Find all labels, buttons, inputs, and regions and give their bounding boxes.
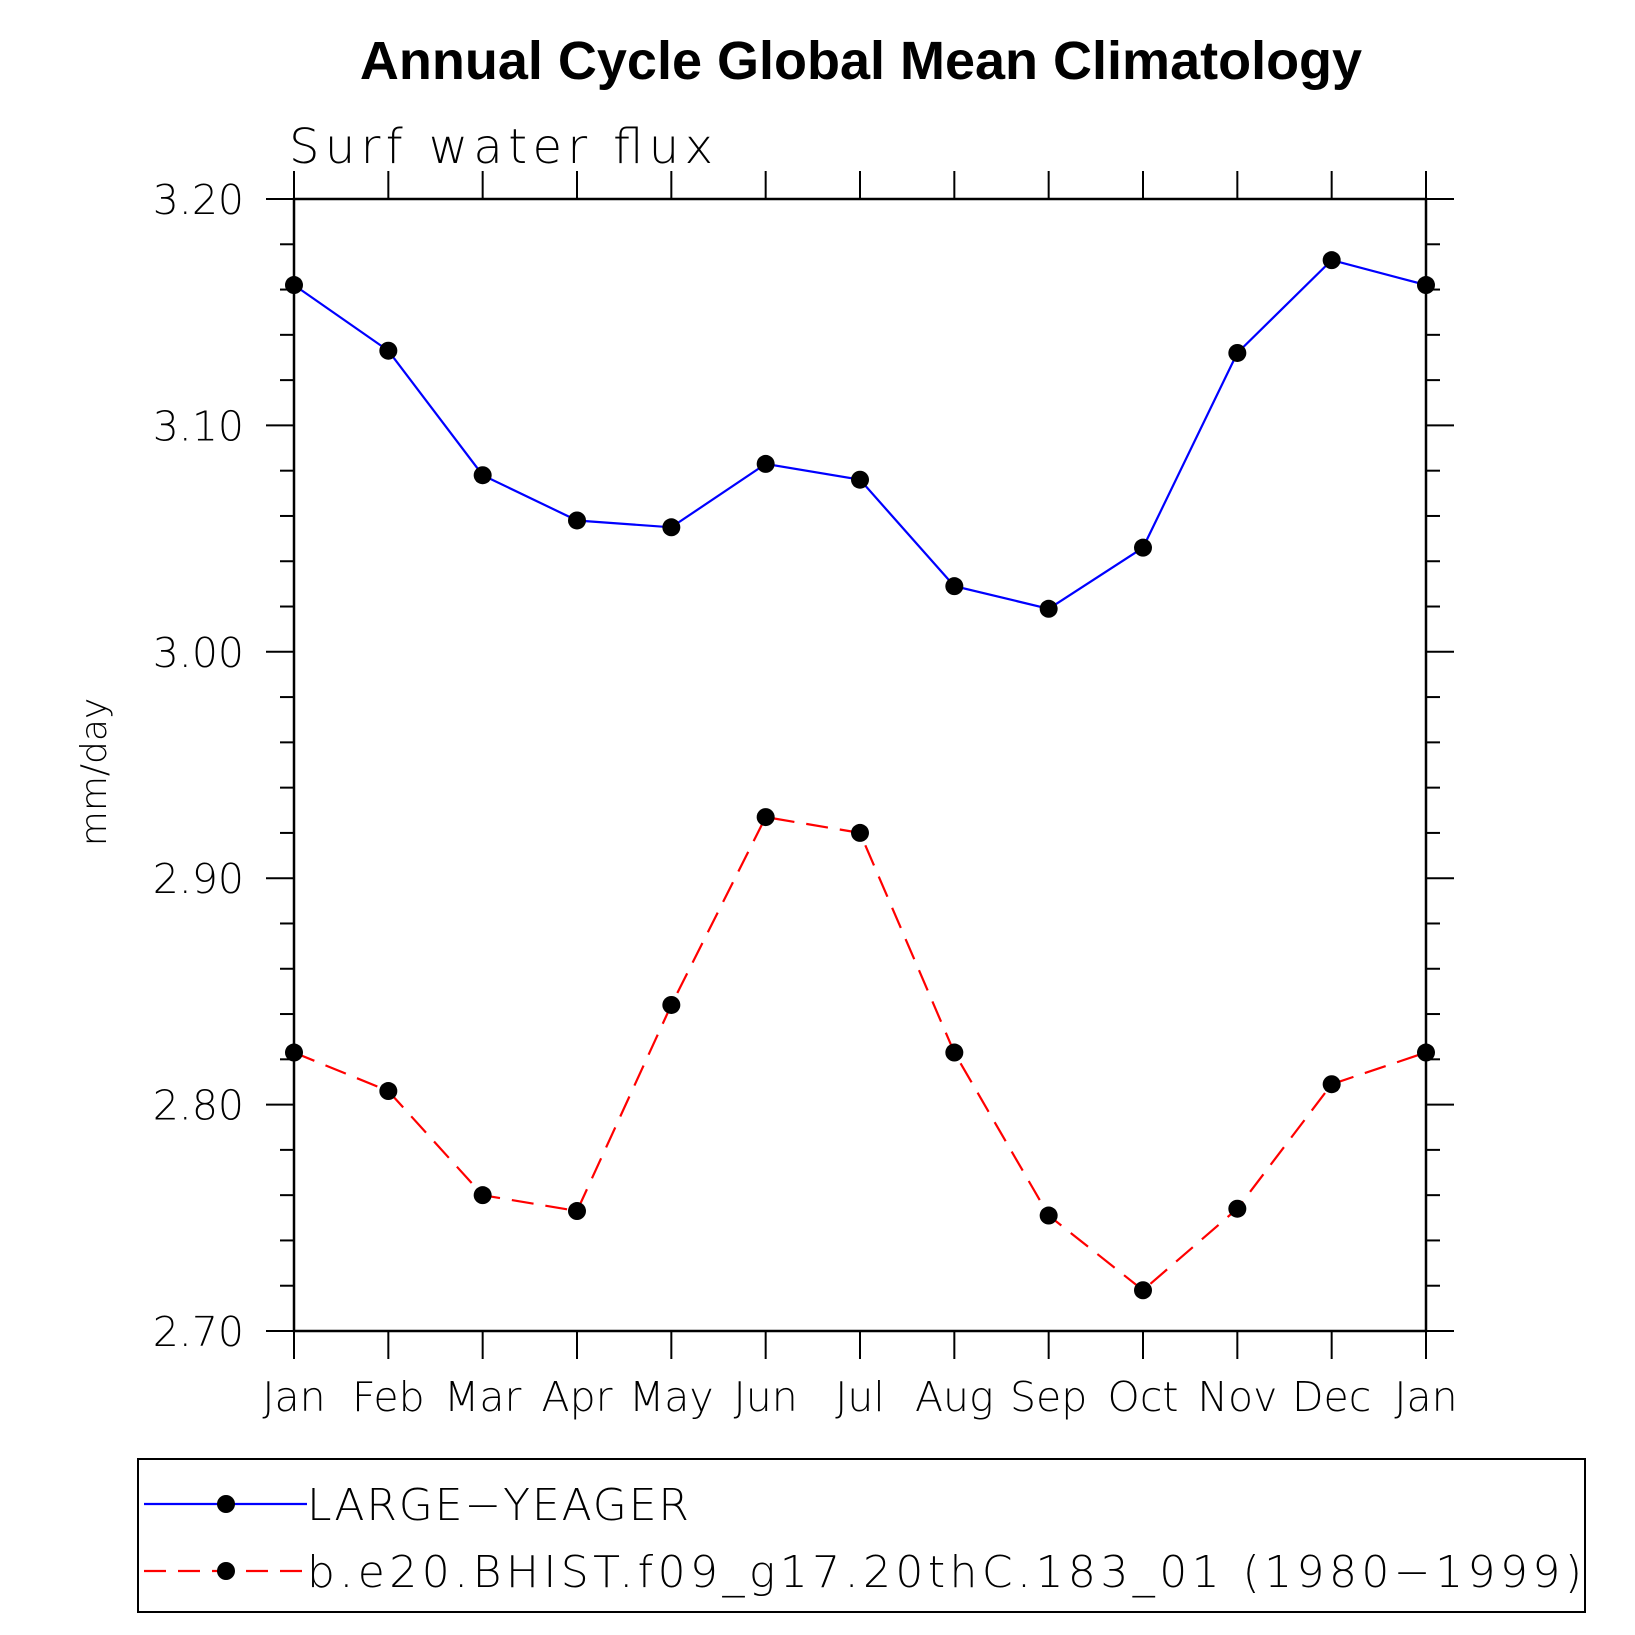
x-tick-label: May <box>629 1373 714 1421</box>
x-tick-label: Jul <box>835 1373 884 1421</box>
x-tick-label: Aug <box>915 1373 994 1421</box>
legend-swatch-marker <box>217 1562 235 1580</box>
series-line-1 <box>293 815 1427 1292</box>
x-tick-labels: Jan Feb Mar Apr May Jun Jul Aug Sep Oct Nov Dec Jan <box>262 1373 1457 1421</box>
data-point <box>1134 538 1152 557</box>
data-point <box>945 1043 964 1062</box>
y-tick-label: 3.00 <box>153 629 244 677</box>
data-point <box>285 1043 303 1062</box>
x-tick-label: Feb <box>352 1373 425 1421</box>
data-point <box>568 1202 586 1221</box>
y-tick-labels: 2.70 2.80 2.90 3.00 3.10 3.20 <box>153 176 244 1356</box>
legend-swatch-marker <box>217 1495 235 1513</box>
data-point <box>756 808 775 827</box>
series-layer <box>285 251 1435 1300</box>
data-point <box>756 454 775 473</box>
data-point <box>473 1186 492 1205</box>
data-point <box>1322 251 1341 270</box>
data-point <box>662 995 681 1014</box>
x-tick-label: Dec <box>1292 1373 1371 1421</box>
plot-frame <box>266 171 1454 1359</box>
y-tick-label: 2.70 <box>153 1308 244 1356</box>
data-point <box>945 577 964 596</box>
chart-title: Annual Cycle Global Mean Climatology <box>360 31 1362 91</box>
legend-label: b.e20.BHIST.f09_g17.20thC.183_01 (1980−1… <box>307 1547 1582 1598</box>
data-point <box>1039 599 1058 618</box>
legend-box <box>137 1458 1586 1613</box>
data-point <box>851 823 869 842</box>
data-point <box>473 466 492 485</box>
x-tick-label: Sep <box>1010 1373 1087 1421</box>
x-tick-label: Oct <box>1108 1373 1179 1421</box>
x-tick-label: Apr <box>542 1373 613 1421</box>
y-tick-label: 3.20 <box>153 176 244 224</box>
data-point <box>379 341 398 360</box>
x-tick-label: Jun <box>734 1373 798 1421</box>
data-point <box>662 518 681 537</box>
data-point <box>379 1082 398 1101</box>
data-point <box>1228 343 1247 362</box>
y-axis-label: mm/day <box>74 698 115 846</box>
chart-subtitle: Surf water flux <box>289 119 713 175</box>
series-line-0 <box>293 258 1427 610</box>
data-point <box>851 470 869 489</box>
x-tick-label: Nov <box>1197 1373 1277 1421</box>
data-point <box>568 511 586 530</box>
data-point <box>1417 1043 1435 1062</box>
y-tick-label: 2.80 <box>153 1082 244 1130</box>
data-point <box>1322 1075 1341 1094</box>
data-point <box>1228 1199 1247 1218</box>
y-tick-label: 2.90 <box>153 855 244 903</box>
x-tick-label: Jan <box>262 1373 325 1421</box>
x-tick-label: Jan <box>1394 1373 1457 1421</box>
x-tick-label: Mar <box>444 1373 521 1421</box>
data-point <box>1039 1206 1058 1225</box>
data-point <box>285 276 303 295</box>
y-tick-label: 3.10 <box>153 402 244 450</box>
plot-border <box>292 197 1428 1333</box>
legend-label: LARGE−YEAGER <box>307 1480 689 1531</box>
legend: LARGE−YEAGER b.e20.BHIST.f09_g17.20thC.1… <box>137 1458 1586 1613</box>
data-point <box>1134 1281 1152 1300</box>
data-point <box>1417 276 1435 295</box>
